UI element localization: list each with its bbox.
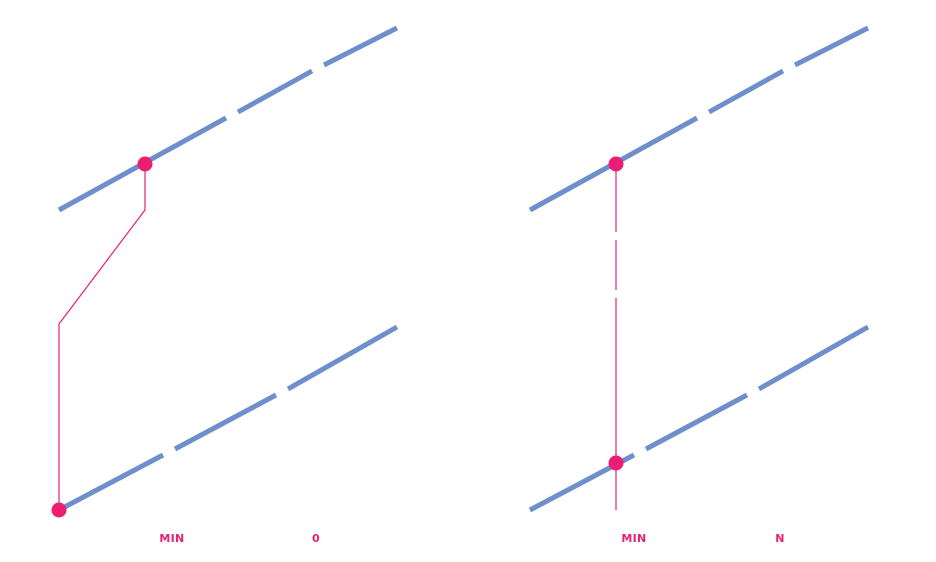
- left-top-point: [137, 156, 153, 172]
- left-label-min: MIN: [159, 532, 185, 545]
- left-connector-path: [58, 164, 146, 510]
- right-bottom-point: [608, 455, 624, 471]
- right-bottom-line-seg-2: [644, 392, 749, 452]
- left-label-zero: 0: [312, 532, 320, 545]
- right-panel: [528, 25, 870, 513]
- left-top-line: [57, 25, 399, 213]
- right-top-point: [608, 156, 624, 172]
- left-bottom-line-seg-1: [57, 452, 165, 513]
- right-bottom-line: [528, 324, 870, 513]
- left-bottom-line-seg-2: [173, 392, 278, 452]
- right-label-min: MIN: [621, 532, 647, 545]
- left-panel: [51, 25, 399, 518]
- left-bottom-point: [51, 502, 67, 518]
- left-bottom-line-seg-3: [286, 324, 399, 392]
- right-label-n: N: [775, 532, 785, 545]
- right-top-line: [528, 25, 870, 213]
- right-bottom-line-seg-3: [757, 324, 870, 392]
- right-top-line-seg-2: [707, 68, 785, 115]
- right-top-line-seg-3: [793, 25, 870, 68]
- left-bottom-line: [57, 324, 399, 513]
- left-top-line-seg-3: [322, 25, 399, 68]
- left-top-line-seg-2: [236, 68, 314, 115]
